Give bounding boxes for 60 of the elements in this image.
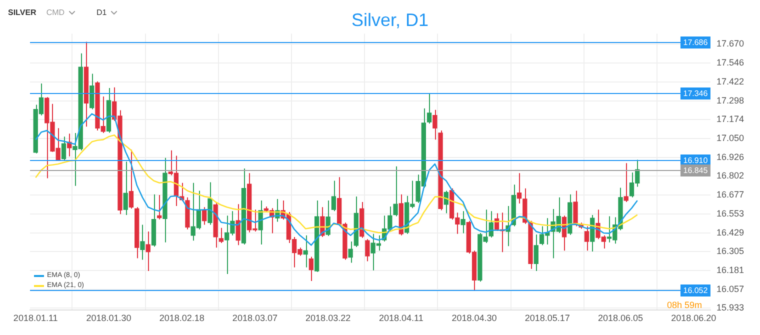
candlestick xyxy=(202,206,207,226)
candlestick xyxy=(320,206,325,238)
y-tick-label: 16.677 xyxy=(716,190,744,200)
candlestick xyxy=(573,190,578,227)
candlestick xyxy=(61,136,66,161)
candlestick xyxy=(516,172,522,204)
candlestick xyxy=(584,226,590,252)
y-tick-label: 16.429 xyxy=(716,227,744,238)
ref-line-label: 16.910 xyxy=(683,156,708,166)
candlestick xyxy=(460,210,466,234)
y-tick-label: 16.305 xyxy=(716,246,744,256)
candlestick xyxy=(331,180,336,212)
y-tick-label: 16.926 xyxy=(716,152,744,162)
text: CMD xyxy=(46,8,66,17)
candlestick xyxy=(534,234,538,272)
x-tick-label: 2018.06.05 xyxy=(598,313,644,324)
candlestick xyxy=(348,241,353,264)
ref-line-label: 16.052 xyxy=(683,286,708,296)
candlestick xyxy=(432,109,438,140)
x-tick-label: 2018.03.22 xyxy=(306,313,351,324)
x-tick-label: 2018.03.07 xyxy=(232,313,278,324)
x-tick-label: 2018.04.11 xyxy=(378,313,424,324)
x-tick-label: 2018.05.17 xyxy=(524,313,570,324)
y-tick-label: 17.298 xyxy=(716,95,744,106)
text: SILVER xyxy=(8,8,36,17)
ref-line-label: 17.346 xyxy=(683,89,708,98)
candlestick xyxy=(128,149,134,210)
y-tick-label: 16.802 xyxy=(716,170,744,181)
y-tick-label: 17.050 xyxy=(716,132,744,143)
candlestick xyxy=(90,73,94,110)
ref-line-label: 17.686 xyxy=(683,38,708,48)
y-tick-label: 17.546 xyxy=(716,58,744,68)
y-tick-label: 17.174 xyxy=(716,114,744,124)
y-tick-label: 15.933 xyxy=(716,302,744,313)
annotation: 08h 59m xyxy=(666,300,702,310)
candlestick xyxy=(146,230,150,272)
y-tick-label: 16.181 xyxy=(716,265,744,276)
chart-title: Silver, D1 xyxy=(351,10,429,30)
y-tick-label: 16.553 xyxy=(716,208,744,218)
candlestick xyxy=(258,200,263,246)
y-tick-label: 16.057 xyxy=(716,284,744,294)
candlestick xyxy=(123,161,128,216)
candlestick xyxy=(218,227,224,244)
x-tick-label: 2018.01.11 xyxy=(13,313,58,324)
y-tick-label: 17.422 xyxy=(716,76,744,86)
x-tick-label: 2018.04.30 xyxy=(452,313,497,324)
y-tick-label: 17.670 xyxy=(716,38,744,49)
candlestick xyxy=(236,204,240,246)
ref-line-label: 16.845 xyxy=(683,166,708,176)
candlestick xyxy=(140,224,145,260)
candlestick xyxy=(303,234,308,268)
candlestick xyxy=(624,162,628,202)
x-tick-label: 2018.02.18 xyxy=(159,313,204,324)
candlestick xyxy=(308,256,314,282)
text: D1 xyxy=(96,8,108,17)
x-tick-label: 2018.01.30 xyxy=(86,313,132,324)
candlestick xyxy=(426,92,432,124)
candlestick xyxy=(365,238,370,262)
candlestick xyxy=(393,166,398,217)
x-tick-label: 2018.06.20 xyxy=(671,313,716,324)
